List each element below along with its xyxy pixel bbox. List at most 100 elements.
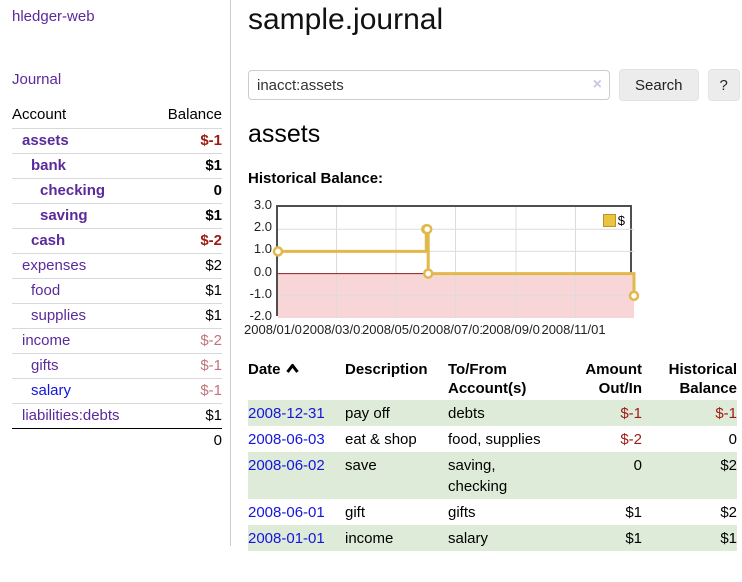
accounts-header-balance: Balance — [167, 106, 222, 123]
transaction-amount: $1 — [543, 525, 642, 551]
transaction-date-link[interactable]: 2008-06-02 — [248, 457, 325, 474]
account-section-title: assets — [248, 120, 321, 148]
sort-ascending-icon — [285, 364, 299, 373]
register-header-amount: Amount Out/In — [585, 361, 642, 397]
chart-legend: $ — [602, 213, 625, 228]
account-row: expenses $2 — [12, 253, 222, 279]
search-button[interactable]: Search — [619, 69, 699, 101]
x-axis-tick-label: 2008/03/01 — [302, 322, 368, 337]
account-link-bank[interactable]: bank — [31, 157, 67, 174]
chart-plot-area: $ — [272, 205, 640, 318]
x-axis-tick-label: 2008/11/01 — [541, 322, 606, 337]
clear-search-icon[interactable]: × — [592, 76, 602, 93]
register-row: 2008-01-01 income salary $1 $1 — [248, 525, 737, 551]
transaction-description: income — [345, 525, 448, 551]
account-link-salary[interactable]: salary — [31, 382, 72, 399]
account-link-supplies[interactable]: supplies — [31, 307, 87, 324]
y-axis-tick-label: 3.0 — [253, 197, 272, 212]
account-balance: $-1 — [151, 353, 222, 379]
transaction-balance: $1 — [642, 525, 737, 551]
transaction-amount: $-2 — [620, 431, 642, 448]
page-title: sample.journal — [248, 3, 444, 36]
transaction-accounts: debts — [448, 400, 543, 426]
transaction-description: eat & shop — [345, 431, 417, 448]
transaction-description: save — [345, 452, 448, 499]
legend-label: $ — [617, 213, 625, 228]
transaction-date-link[interactable]: 2008-06-01 — [248, 504, 325, 521]
search-input[interactable] — [248, 70, 610, 100]
account-link-food[interactable]: food — [31, 282, 61, 299]
account-row: bank $1 — [12, 153, 222, 179]
y-axis-tick-label: 0.0 — [253, 263, 272, 279]
x-axis-tick-label: 2008/05/01 — [362, 322, 428, 337]
transaction-accounts: salary — [448, 525, 543, 551]
app-brand-link[interactable]: hledger-web — [12, 8, 95, 25]
sidebar: hledger-web Journal Account Balance asse… — [0, 0, 230, 582]
transaction-balance: $2 — [642, 452, 737, 499]
account-link-cash[interactable]: cash — [31, 232, 66, 249]
x-axis-tick-label: 2008/09/01 — [481, 322, 548, 337]
account-balance: $-1 — [151, 378, 222, 404]
account-row: food $1 — [12, 278, 222, 304]
account-balance: $1 — [151, 278, 222, 304]
account-link-expenses[interactable]: expenses — [22, 257, 87, 274]
account-link-liabilities-debts[interactable]: liabilities:debts — [22, 407, 120, 424]
account-balance: $-1 — [151, 128, 222, 154]
account-link-gifts[interactable]: gifts — [31, 357, 59, 374]
y-axis-tick-label: 1.0 — [253, 241, 272, 257]
account-balance: $1 — [151, 153, 222, 179]
transaction-date-link[interactable]: 2008-01-01 — [248, 530, 325, 547]
x-axis-tick-label: 2008/07/01 — [421, 322, 487, 337]
accounts-total-row: 0 — [12, 428, 222, 453]
transaction-amount: $1 — [625, 504, 642, 521]
transaction-balance: $-1 — [642, 400, 737, 426]
transaction-amount: $-1 — [543, 400, 642, 426]
legend-swatch-icon — [602, 214, 616, 227]
account-balance: $1 — [151, 303, 222, 329]
account-row: checking 0 — [12, 178, 222, 204]
account-row: supplies $1 — [12, 303, 222, 329]
register-header-historical: Historical Balance — [668, 361, 737, 397]
accounts-table: Account Balance assets $-1 bank $1 checking 0… — [12, 102, 222, 453]
register-header-to-from: To/From Account(s) — [448, 361, 527, 397]
account-row: gifts $-1 — [12, 353, 222, 379]
account-row: assets $-1 — [12, 128, 222, 154]
transaction-balance: 0 — [728, 431, 737, 448]
account-balance: $-2 — [151, 328, 222, 354]
register-header-description: Description — [345, 361, 428, 378]
account-row: salary $-1 — [12, 378, 222, 404]
help-button[interactable]: ? — [707, 69, 740, 101]
account-link-income[interactable]: income — [22, 332, 71, 349]
register-row: 2008-06-01 gift gifts $1 $2 — [248, 499, 737, 525]
account-balance: 0 — [151, 178, 222, 204]
register-table: Date Description To/From Account(s) Amount Ou… — [248, 358, 737, 551]
account-row: income $-2 — [12, 328, 222, 354]
transaction-description: gift — [345, 504, 366, 521]
search-form: × Search ? — [248, 69, 740, 101]
accounts-header-account: Account — [12, 106, 67, 123]
account-link-saving[interactable]: saving — [40, 207, 88, 224]
sidebar-item-journal[interactable]: Journal — [12, 71, 62, 88]
historical-balance-chart: $ 3.0 2.0 1.0 0.0 -1.0 -2.0 2008/01/01 2008/03/… — [244, 197, 698, 341]
sidebar-divider — [230, 0, 231, 546]
transaction-amount: 0 — [543, 452, 642, 499]
account-balance: $2 — [151, 253, 222, 279]
account-row: liabilities:debts $1 — [12, 403, 222, 429]
transaction-date-link[interactable]: 2008-06-03 — [248, 431, 325, 448]
transaction-date-link[interactable]: 2008-12-31 — [248, 405, 325, 422]
y-axis-tick-label: -1.0 — [249, 285, 272, 301]
transaction-accounts: food, supplies — [448, 431, 541, 448]
accounts-total-value: 0 — [151, 428, 222, 453]
y-axis-tick-label: 2.0 — [253, 219, 272, 235]
account-link-assets[interactable]: assets — [22, 132, 69, 149]
register-row: 2008-06-03 eat & shop food, supplies $-2 0 — [248, 426, 737, 452]
main-content: sample.journal × Search ? assets Histori… — [244, 0, 742, 582]
transaction-balance: $2 — [720, 504, 737, 521]
account-link-checking[interactable]: checking — [40, 182, 106, 199]
account-balance: $-2 — [151, 228, 222, 254]
x-axis-tick-label: 2008/01/01 — [244, 322, 310, 337]
register-header-date[interactable]: Date — [248, 358, 345, 400]
account-row: cash $-2 — [12, 228, 222, 254]
transaction-accounts: gifts — [448, 504, 476, 521]
chart-canvas — [272, 207, 640, 318]
